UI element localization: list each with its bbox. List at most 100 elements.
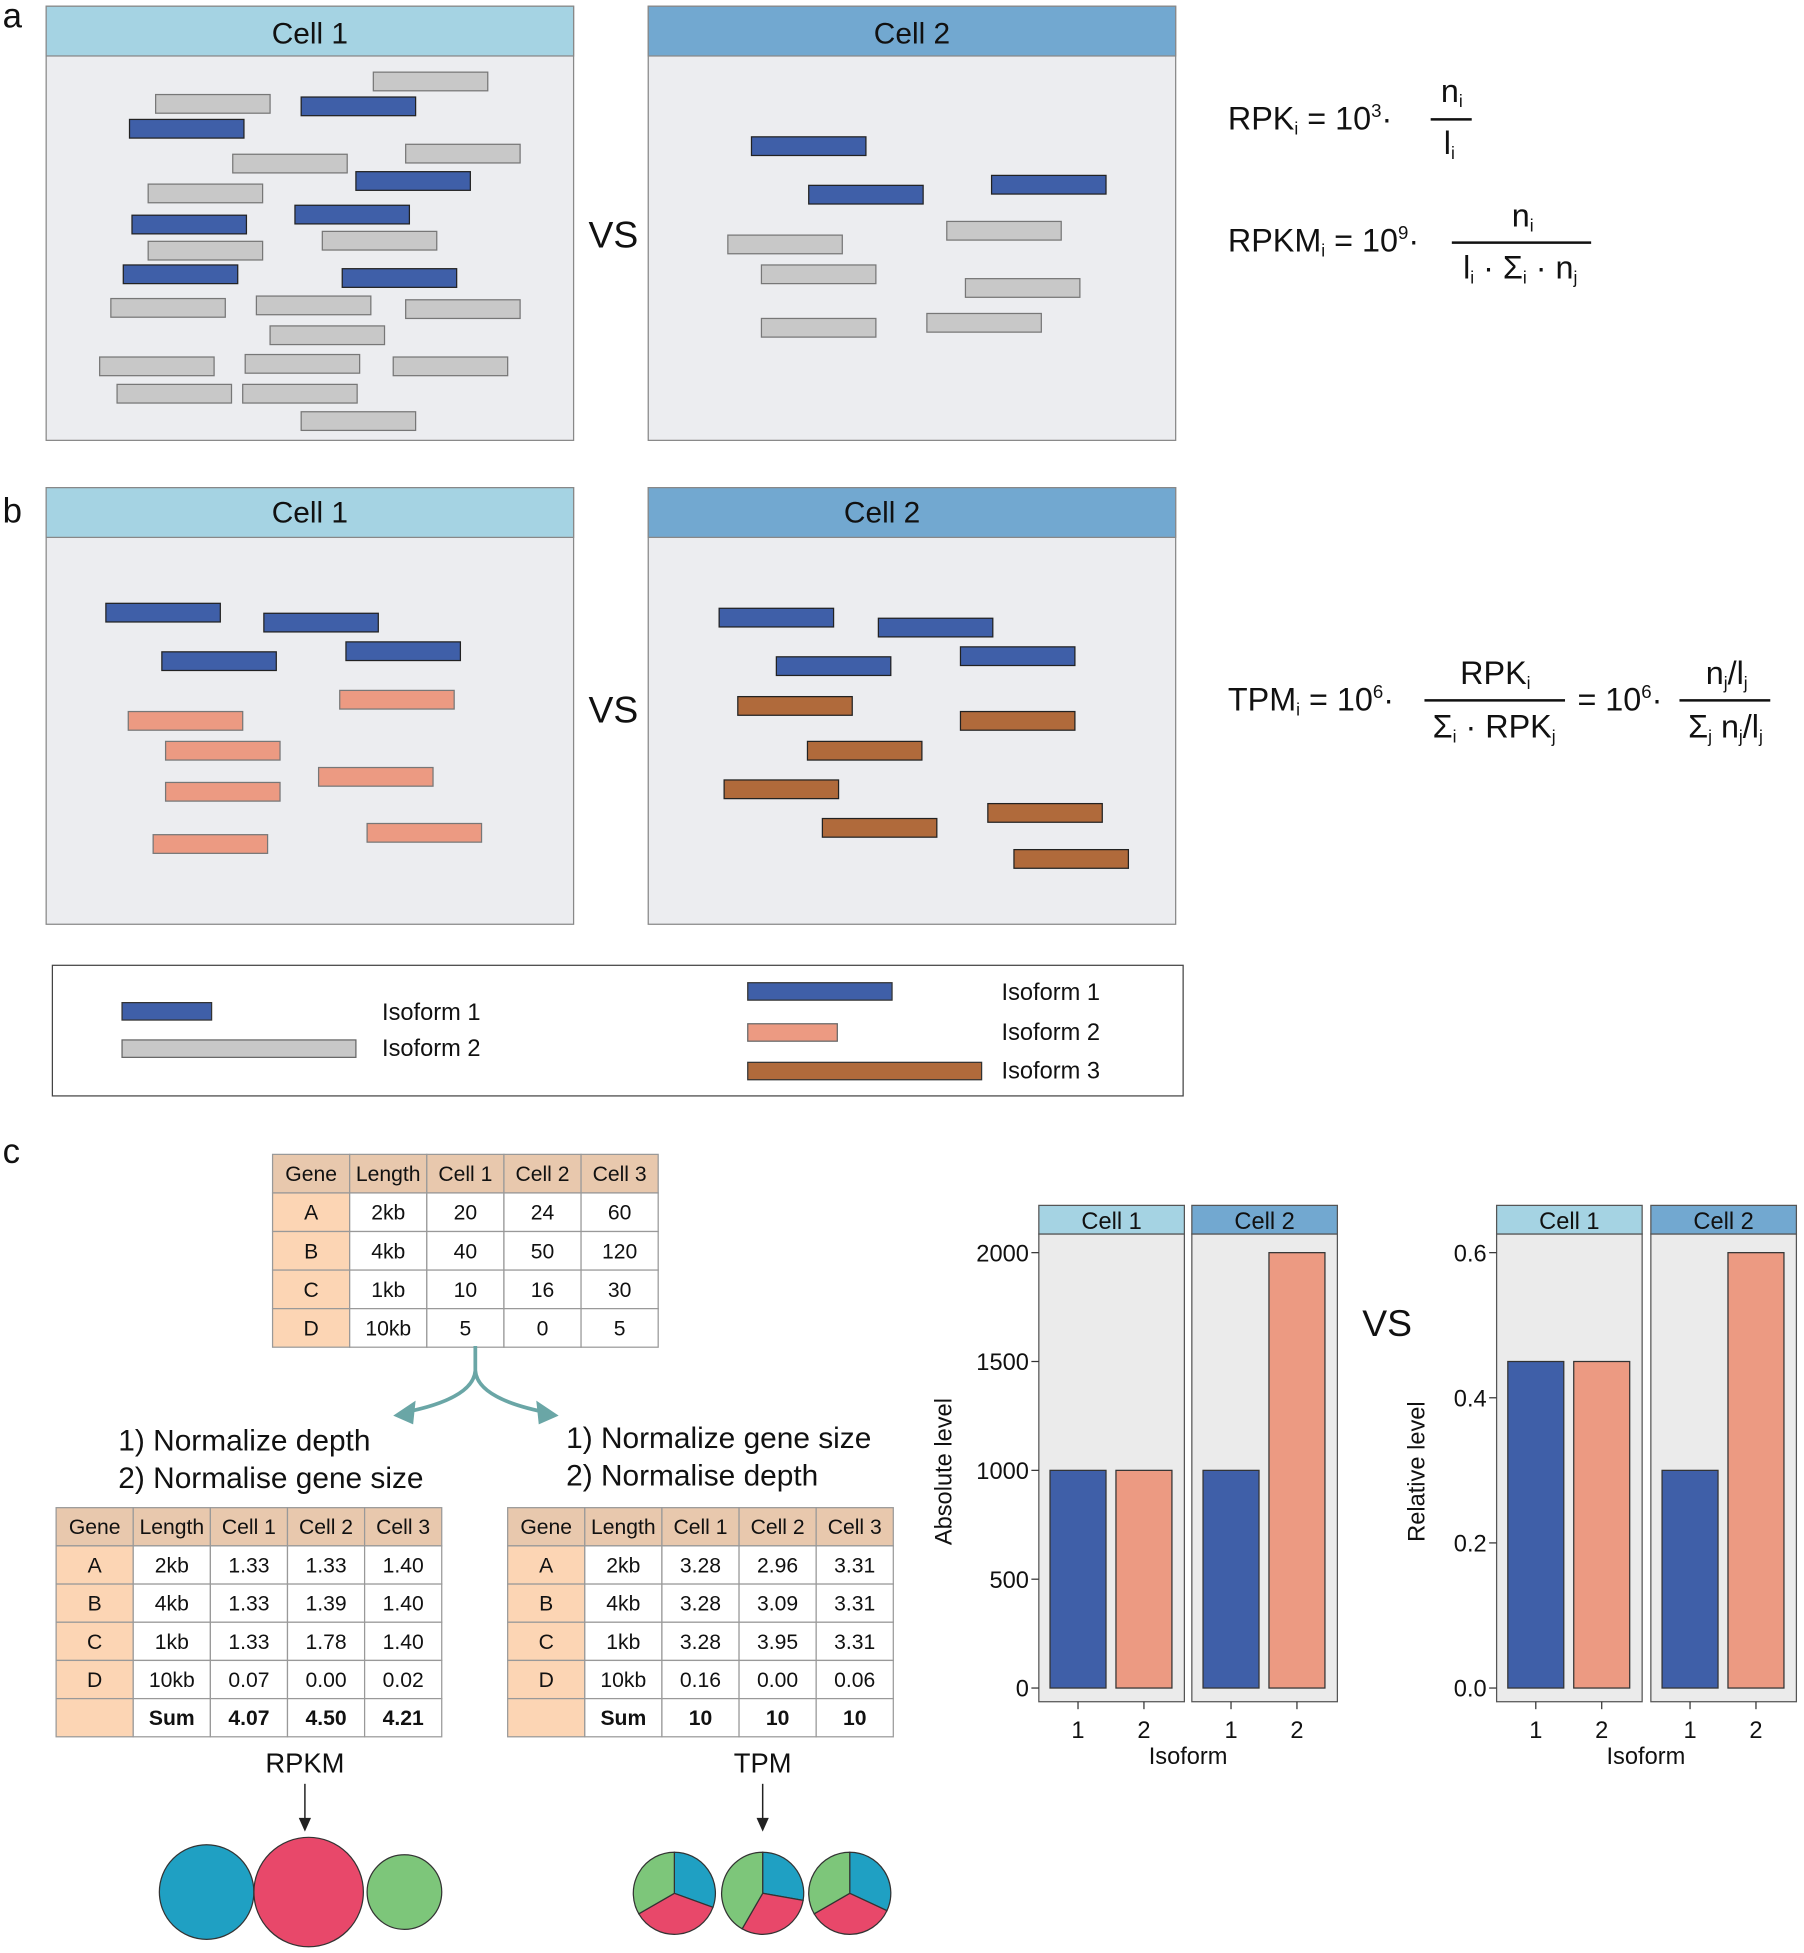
y-axis-label: Relative level [1404, 1401, 1430, 1542]
cell-value: 24 [531, 1202, 555, 1225]
read-isoform2 [244, 353, 361, 374]
cell-value: 1.78 [305, 1631, 346, 1654]
panel-label-a: a [3, 0, 23, 35]
cell-value: 1kb [371, 1279, 405, 1302]
table-raw: Gene Length Cell 1 Cell 2 Cell 3 A 2kb 20 24 60 B 4… [271, 1153, 659, 1348]
svg-text:Σi · RPKj: Σi · RPKj [1433, 709, 1556, 747]
cell-value: 0.00 [757, 1669, 798, 1692]
bar [1573, 1360, 1631, 1689]
cell-value: 3.31 [834, 1554, 875, 1577]
table-cell [132, 1583, 211, 1623]
cell-value: 10 [843, 1707, 866, 1730]
column-header: Cell 3 [376, 1516, 430, 1539]
table-cell [738, 1507, 817, 1547]
vs-label: VS [589, 689, 639, 731]
table-cell [426, 1308, 505, 1348]
x-tick-label: 2 [1595, 1718, 1608, 1744]
read-isoform2 [116, 383, 233, 404]
cell-value: 0.07 [228, 1669, 269, 1692]
cell-value: 50 [531, 1240, 555, 1263]
read-isoform1 [294, 204, 411, 225]
column-header: Length [591, 1516, 656, 1539]
bar [1727, 1252, 1785, 1689]
table-cell [426, 1269, 505, 1310]
table-cell [584, 1697, 663, 1738]
column-header: Cell 1 [438, 1163, 492, 1186]
legend-swatch-isoform3 [747, 1061, 983, 1081]
tpm-pies [632, 1851, 892, 1935]
table-cell [584, 1621, 663, 1662]
table-cell [580, 1308, 659, 1348]
x-tick-label: 1 [1683, 1718, 1696, 1744]
table-rpkm: Gene Length Cell 1 Cell 2 Cell 3 A 2kb 1.33 1.33… [55, 1507, 443, 1738]
bar [1115, 1469, 1173, 1689]
table-cell [132, 1697, 211, 1738]
x-tick-label: 1 [1071, 1718, 1084, 1744]
table-cell [661, 1697, 740, 1738]
facet-strip [1038, 1204, 1185, 1235]
column-header: Length [139, 1516, 204, 1539]
cell-value: A [88, 1554, 103, 1577]
step-text: 1) Normalize depth [118, 1424, 370, 1457]
cell-value: B [88, 1593, 102, 1616]
table-cell [426, 1230, 505, 1271]
circle-cell2 [253, 1836, 364, 1948]
table-cell [209, 1545, 289, 1585]
cell-value: 3.28 [680, 1593, 721, 1616]
cell-value: B [539, 1593, 553, 1616]
cell-value: A [304, 1202, 319, 1225]
method-label-tpm: TPM [734, 1748, 792, 1779]
read-isoform3 [821, 817, 938, 838]
cell-value: A [539, 1554, 554, 1577]
table-cell [363, 1659, 443, 1700]
table-cell [349, 1308, 428, 1348]
read-isoform1 [345, 641, 462, 662]
cell-value: 1.33 [228, 1593, 269, 1616]
table-cell [503, 1153, 582, 1194]
read-isoform2 [300, 411, 417, 432]
cell-value: 120 [602, 1240, 637, 1263]
cell-value: 10kb [149, 1669, 195, 1692]
read-isoform2 [946, 220, 1062, 241]
table-cell [271, 1230, 351, 1271]
table-cell [503, 1269, 582, 1310]
y-tick-label: 1500 [976, 1350, 1029, 1376]
table-cell [584, 1659, 663, 1700]
read-isoform2 [127, 710, 244, 731]
read-isoform1 [877, 617, 994, 638]
column-header: Length [356, 1163, 421, 1186]
table-tpm: Gene Length Cell 1 Cell 2 Cell 3 A 2kb 3.28 2.96… [507, 1507, 894, 1738]
cell-value: 0.00 [305, 1669, 346, 1692]
table-cell [507, 1697, 586, 1738]
cell-value: 2kb [371, 1202, 405, 1225]
read-isoform2 [760, 317, 877, 338]
svg-text:Σj nj/lj: Σj nj/lj [1688, 709, 1763, 747]
read-isoform1 [263, 612, 379, 633]
table-cell [363, 1583, 443, 1623]
cell-value: 4kb [155, 1593, 189, 1616]
formula-rpk: RPKi = 103· ni li [1228, 73, 1472, 163]
cell1-box [45, 487, 575, 925]
legend-label: Isoform 1 [382, 1000, 480, 1026]
cell-value: 10 [689, 1707, 713, 1730]
cell-value: 4kb [606, 1593, 640, 1616]
cell-value: 0.02 [383, 1669, 424, 1692]
cell-value: D [87, 1669, 102, 1692]
read-isoform2 [727, 234, 843, 255]
read-isoform2 [269, 325, 386, 346]
cell-value: 1.40 [383, 1593, 424, 1616]
cell-value: 2.96 [757, 1554, 798, 1577]
facet-strip [1191, 1204, 1339, 1235]
cell-value: 10 [454, 1279, 478, 1302]
panel-label-c: c [3, 1132, 20, 1171]
svg-text:ni: ni [1512, 197, 1534, 235]
cell1-header [45, 487, 575, 539]
cell-value: 1.33 [228, 1631, 269, 1654]
branch-arrow [393, 1345, 559, 1425]
read-isoform2 [317, 766, 434, 787]
table-cell [507, 1583, 586, 1623]
legend-swatch-isoform2 [747, 1023, 838, 1042]
cell-value: 2kb [155, 1554, 189, 1577]
pie-slice [808, 1851, 851, 1915]
